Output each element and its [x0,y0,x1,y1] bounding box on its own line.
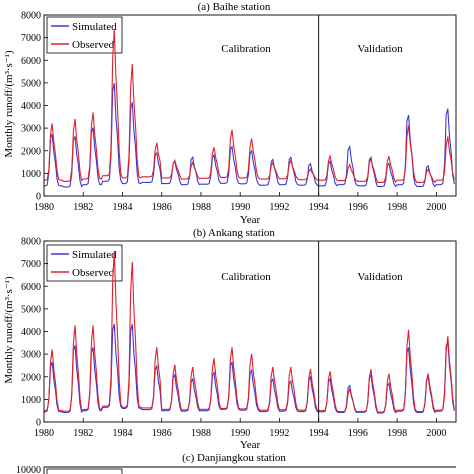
y-tick-label: 8000 [21,237,41,248]
x-tick-label: 1990 [230,202,250,213]
x-tick-label: 1992 [269,202,289,213]
x-tick-label: 1992 [269,428,289,439]
legend-box [46,244,123,282]
x-tick-label: 1994 [309,202,329,213]
y-tick-label: 1000 [21,169,41,180]
legend-box [46,468,123,474]
y-tick-label: 4000 [21,327,41,338]
x-tick-label: 1990 [230,428,250,439]
y-tick-label: 5000 [21,304,41,315]
validation-label: Validation [357,43,403,55]
y-tick-label: 7000 [21,33,41,44]
x-axis-label: Year [240,214,261,226]
y-tick-label: 10000 [16,465,41,474]
y-tick-label: 0 [36,418,41,429]
y-tick-label: 3000 [21,124,41,135]
y-tick-label: 1000 [21,395,41,406]
x-tick-label: 1986 [152,428,172,439]
y-tick-label: 5000 [21,78,41,89]
series-observed-line [43,29,455,184]
y-tick-label: 8000 [21,11,41,22]
x-tick-label: 1982 [73,428,93,439]
y-tick-label: 7000 [21,259,41,270]
legend-observed-label: Observed [72,39,115,51]
calibration-label: Calibration [221,271,271,283]
x-tick-label: 2000 [426,428,446,439]
x-tick-label: 1998 [387,202,407,213]
panel-ankang: (b) Ankang station Monthly runoff/(m³·s⁻… [3,227,457,451]
legend: Simulated Observed [46,16,123,54]
validation-label: Validation [357,271,403,283]
x-tick-label: 1996 [348,202,368,213]
x-tick-label: 1980 [34,202,54,213]
x-tick-label: 1982 [73,202,93,213]
x-tick-label: 2000 [426,202,446,213]
panel-baihe: (a) Baihe station Monthly runoff/(m³·s⁻¹… [3,1,457,226]
x-tick-label: 1984 [112,428,132,439]
legend-simulated-label: Simulated [72,21,117,33]
x-tick-label: 1984 [112,202,132,213]
calibration-label: Calibration [221,43,271,55]
x-axis-label: Year [240,439,261,451]
y-axis-label: Monthly runoff/(m³·s⁻¹) [3,50,15,158]
legend: Simulated Observed [46,244,123,282]
y-tick-label: 2000 [21,372,41,383]
series-observed-line [43,250,455,413]
y-tick-label: 0 [36,192,41,203]
panel-danjiangkou: (c) Danjiangkou station 10000 [16,452,456,474]
y-tick-label: 4000 [21,101,41,112]
x-tick-label: 1986 [152,202,172,213]
panel-title: (a) Baihe station [198,1,271,13]
y-tick-label: 3000 [21,350,41,361]
panel-title: (b) Ankang station [193,227,275,239]
y-tick-label: 6000 [21,56,41,67]
panel-title: (c) Danjiangkou station [182,452,286,464]
x-tick-label: 1994 [309,428,329,439]
y-axis-label: Monthly runoff/(m³·s⁻¹) [3,276,15,384]
legend-box [46,16,123,54]
x-tick-label: 1988 [191,202,211,213]
legend-simulated-label: Simulated [72,249,117,261]
x-tick-label: 1996 [348,428,368,439]
legend-observed-label: Observed [72,267,115,279]
x-tick-label: 1988 [191,428,211,439]
x-tick-label: 1998 [387,428,407,439]
y-tick-label: 2000 [21,146,41,157]
y-tick-label: 6000 [21,282,41,293]
x-tick-label: 1980 [34,428,54,439]
